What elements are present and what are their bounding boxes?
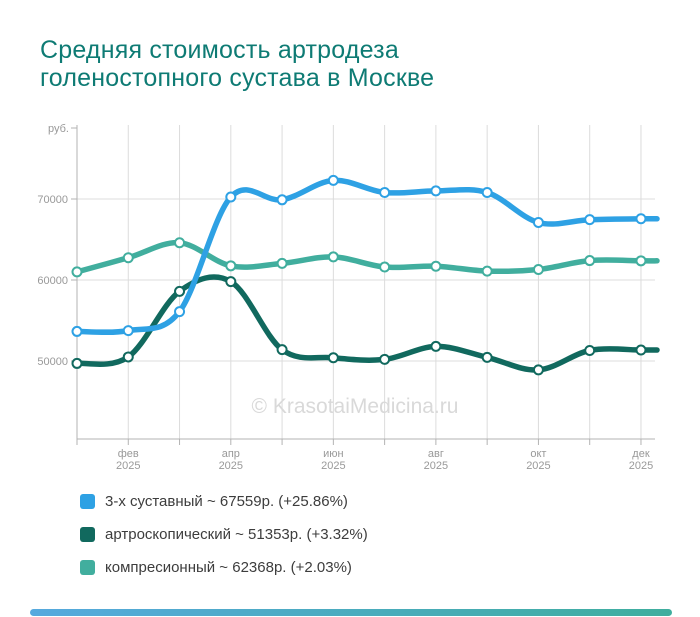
x-tick-year-label: 2025: [629, 460, 653, 472]
series-line: [74, 239, 660, 275]
legend-label-artroskopichesky: артроскопический ~ 51353р. (+3.32%): [105, 525, 368, 543]
watermark-text: © KrasotaiMedicina.ru: [252, 395, 459, 418]
gridlines: [77, 125, 655, 439]
y-axis-unit-label: руб.: [48, 123, 69, 135]
data-point: [481, 265, 493, 277]
data-point: [122, 325, 134, 337]
data-point: [174, 306, 186, 318]
chart-title-line2: голеностопного сустава в Москве: [40, 64, 435, 92]
data-point: [584, 344, 596, 356]
legend-label-3h-sustavny: 3-х суставный ~ 67559р. (+25.86%): [105, 492, 348, 510]
brand-gradient-bar: [30, 609, 672, 616]
legend-label-kompresionny: компресионный ~ 62368р. (+2.03%): [105, 558, 352, 576]
y-tick-label: 60000: [37, 275, 68, 287]
x-tick-month-label: окт: [530, 448, 546, 460]
data-point: [71, 357, 83, 369]
chart-title: Средняя стоимость артродеза голеностопног…: [40, 36, 434, 92]
x-tick-year-label: 2025: [526, 460, 550, 472]
x-tick-month-label: фев: [118, 448, 139, 460]
data-point: [635, 255, 647, 267]
x-tick-year-label: 2025: [219, 460, 243, 472]
data-point: [532, 263, 544, 275]
x-tick-year-label: 2025: [321, 460, 345, 472]
data-point: [276, 344, 288, 356]
legend-item-3h-sustavny: 3-х суставный ~ 67559р. (+25.86%): [80, 492, 368, 510]
data-point: [327, 174, 339, 186]
data-point: [122, 252, 134, 264]
data-point: [532, 216, 544, 228]
series-артроскопический: [71, 274, 660, 376]
legend-item-kompresionny: компресионный ~ 62368р. (+2.03%): [80, 558, 368, 576]
data-point: [174, 285, 186, 297]
axes: руб.500006000070000фев2025апр2025июн2025…: [37, 123, 655, 472]
legend: 3-х суставный ~ 67559р. (+25.86%) артрос…: [80, 493, 368, 592]
data-point: [225, 276, 237, 288]
x-tick-year-label: 2025: [116, 460, 140, 472]
data-point: [481, 351, 493, 363]
data-point: [532, 364, 544, 376]
data-point: [584, 214, 596, 226]
data-point: [327, 352, 339, 364]
data-point: [225, 191, 237, 203]
data-point: [430, 260, 442, 272]
series-компресионный: [71, 237, 660, 278]
y-tick-label: 70000: [37, 194, 68, 206]
data-point: [174, 237, 186, 249]
data-point: [225, 260, 237, 272]
x-tick-year-label: 2025: [424, 460, 448, 472]
legend-swatch-kompresionny: [80, 559, 95, 575]
data-point: [71, 266, 83, 278]
x-tick-month-label: июн: [323, 448, 343, 460]
data-point: [379, 187, 391, 199]
y-tick-label: 50000: [37, 356, 68, 368]
data-point: [481, 187, 493, 199]
legend-item-artroskopichesky: артроскопический ~ 51353р. (+3.32%): [80, 525, 368, 543]
x-tick-month-label: апр: [222, 448, 240, 460]
legend-swatch-artroskopichesky: [80, 526, 95, 542]
legend-swatch-3h-sustavny: [80, 493, 95, 509]
x-tick-month-label: дек: [632, 448, 650, 460]
series-3-х суставный: [71, 174, 660, 337]
data-point: [122, 351, 134, 363]
x-tick-month-label: авг: [428, 448, 444, 460]
price-dynamics-chart: руб.500006000070000фев2025апр2025июн2025…: [37, 123, 660, 472]
data-point: [276, 194, 288, 206]
data-point: [327, 251, 339, 263]
chart-title-line1: Средняя стоимость артродеза: [40, 36, 399, 64]
data-point: [430, 185, 442, 197]
data-point: [584, 255, 596, 267]
data-point: [71, 325, 83, 337]
data-point: [379, 261, 391, 273]
data-point: [430, 340, 442, 352]
data-point: [635, 213, 647, 225]
data-point: [276, 257, 288, 269]
data-point: [635, 344, 647, 356]
data-point: [379, 353, 391, 365]
